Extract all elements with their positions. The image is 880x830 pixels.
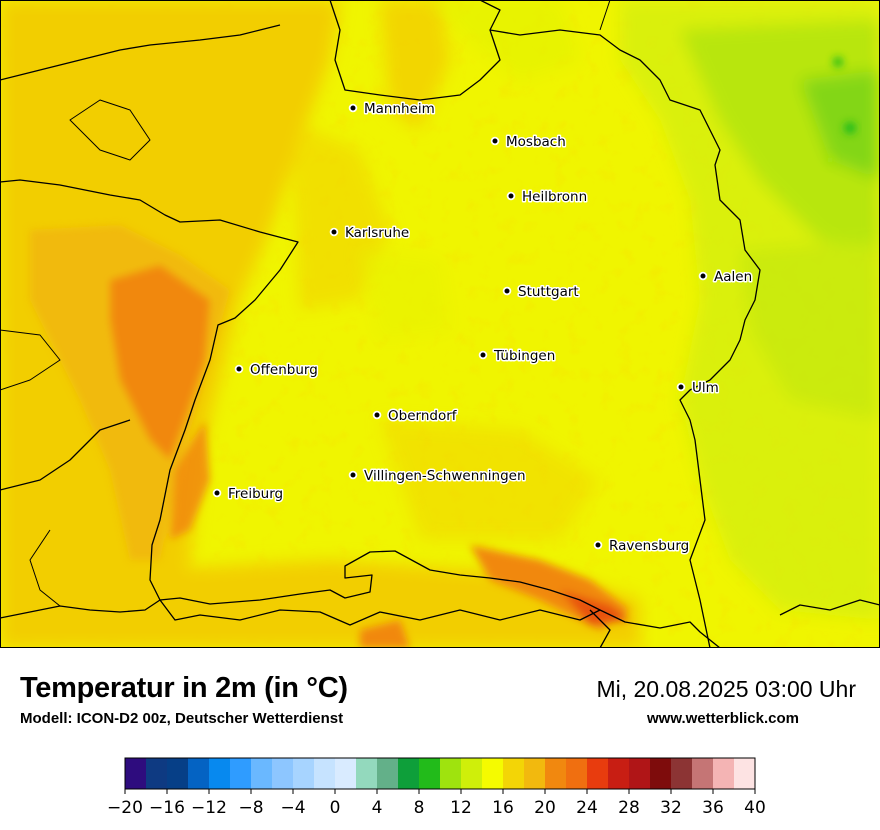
- colorbar-swatch: [503, 758, 525, 789]
- colorbar-tick-label: 32: [660, 798, 682, 818]
- city-marker-stuttgart: Stuttgart: [502, 283, 580, 302]
- city-dot: [234, 364, 244, 374]
- colorbar-swatch: [209, 758, 231, 789]
- colorbar-swatch: [377, 758, 399, 789]
- city-label: Tübingen: [493, 348, 555, 364]
- warm-region-rhine: [30, 225, 630, 648]
- city-marker-mannheim: Mannheim: [348, 100, 436, 119]
- city-label: Freiburg: [228, 486, 283, 502]
- temperature-map: Mannheim Mosbach Heilbronn Karlsruhe Aalen St…: [0, 0, 880, 648]
- colorbar-tick-label: −16: [149, 798, 185, 818]
- colorbar-tick-label: −4: [280, 798, 305, 818]
- colorbar-tick-label: 4: [372, 798, 383, 818]
- colorbar-tick-label: 16: [492, 798, 514, 818]
- city-dot: [372, 410, 382, 420]
- city-dot: [212, 488, 222, 498]
- city-label: Aalen: [714, 269, 752, 285]
- city-dot: [676, 382, 686, 392]
- colorbar-swatch: [734, 758, 756, 789]
- colorbar-swatch: [146, 758, 168, 789]
- city-dot: [502, 286, 512, 296]
- city-label: Karlsruhe: [345, 225, 409, 241]
- colorbar-frame: [124, 757, 756, 790]
- city-marker-karlsruhe: Karlsruhe: [329, 224, 411, 243]
- colorbar-tick-label: −8: [238, 798, 263, 818]
- city-label: Ulm: [692, 380, 719, 396]
- colorbar-swatch: [692, 758, 714, 789]
- colorbar-tick-label: 12: [450, 798, 472, 818]
- city-marker-t-bingen: Tübingen: [478, 347, 557, 366]
- city-label: Heilbronn: [522, 189, 587, 205]
- colorbar-tick-label: 20: [534, 798, 556, 818]
- colorbar-swatch: [461, 758, 483, 789]
- city-label: Offenburg: [250, 362, 318, 378]
- colorbar-swatches: [124, 757, 756, 790]
- colorbar-swatch: [713, 758, 735, 789]
- colorbar-tick-label: −12: [191, 798, 227, 818]
- forecast-datetime: Mi, 20.08.2025 03:00 Uhr: [596, 676, 856, 702]
- colorbar-swatch: [482, 758, 504, 789]
- colorbar-swatch: [251, 758, 273, 789]
- city-dot: [593, 540, 603, 550]
- colorbar-swatch: [671, 758, 693, 789]
- colorbar-swatch: [335, 758, 357, 789]
- colorbar-tick-label: 24: [576, 798, 598, 818]
- colorbar-swatch: [230, 758, 252, 789]
- colorbar-tick-labels: −20 −16 −12 −8 −4 0 4 8 12 16 20 24 28 32 36 40: [107, 789, 766, 818]
- map-title: Temperatur in 2m (in °C): [20, 672, 348, 704]
- city-dot: [490, 136, 500, 146]
- colorbar-swatch: [524, 758, 546, 789]
- colorbar-swatch: [650, 758, 672, 789]
- city-dot: [506, 191, 516, 201]
- city-marker-villingen-schwenningen: Villingen-Schwenningen: [348, 467, 527, 486]
- temperature-colorbar: −20 −16 −12 −8 −4 0 4 8 12 16 20 24 28 32 36 40: [107, 757, 766, 818]
- colorbar-swatch: [167, 758, 189, 789]
- colorbar-swatch: [587, 758, 609, 789]
- green-spots: [826, 57, 856, 164]
- city-label: Ravensburg: [609, 538, 689, 554]
- map-subtitle: Modell: ICON-D2 00z, Deutscher Wetterdie…: [20, 710, 344, 727]
- city-label: Stuttgart: [518, 284, 579, 300]
- city-dot: [348, 103, 358, 113]
- city-marker-freiburg: Freiburg: [212, 485, 285, 504]
- city-label: Oberndorf: [388, 408, 458, 424]
- colorbar-tick-label: −20: [107, 798, 143, 818]
- website-link[interactable]: www.wetterblick.com: [647, 710, 799, 727]
- city-dot: [698, 271, 708, 281]
- city-marker-mosbach: Mosbach: [490, 133, 567, 152]
- city-marker-ulm: Ulm: [676, 379, 720, 398]
- colorbar-tick-label: 40: [744, 798, 766, 818]
- colorbar-tick-label: 0: [330, 798, 341, 818]
- city-marker-offenburg: Offenburg: [234, 361, 319, 380]
- city-dot: [329, 227, 339, 237]
- colorbar-swatch: [314, 758, 336, 789]
- colorbar-swatch: [440, 758, 462, 789]
- city-label: Mannheim: [364, 101, 435, 117]
- colorbar-swatch: [629, 758, 651, 789]
- city-marker-heilbronn: Heilbronn: [506, 188, 589, 207]
- city-dot: [478, 350, 488, 360]
- colorbar-tick-label: 28: [618, 798, 640, 818]
- colorbar-swatch: [125, 758, 147, 789]
- city-dot: [348, 470, 358, 480]
- city-markers: Mannheim Mosbach Heilbronn Karlsruhe Aalen St…: [212, 100, 754, 556]
- colorbar-swatch: [293, 758, 315, 789]
- colorbar-swatch: [545, 758, 567, 789]
- city-marker-ravensburg: Ravensburg: [593, 537, 691, 556]
- colorbar-swatch: [398, 758, 420, 789]
- colorbar-swatch: [272, 758, 294, 789]
- colorbar-swatch: [608, 758, 630, 789]
- city-marker-oberndorf: Oberndorf: [372, 407, 459, 426]
- colorbar-tick-label: 8: [414, 798, 425, 818]
- colorbar-swatch: [566, 758, 588, 789]
- colorbar-swatch: [188, 758, 210, 789]
- colorbar-tick-label: 36: [702, 798, 724, 818]
- city-label: Villingen-Schwenningen: [364, 468, 526, 484]
- colorbar-swatch: [419, 758, 441, 789]
- city-label: Mosbach: [506, 134, 566, 150]
- colorbar-swatch: [356, 758, 378, 789]
- borders: [0, 0, 880, 648]
- city-marker-aalen: Aalen: [698, 268, 754, 287]
